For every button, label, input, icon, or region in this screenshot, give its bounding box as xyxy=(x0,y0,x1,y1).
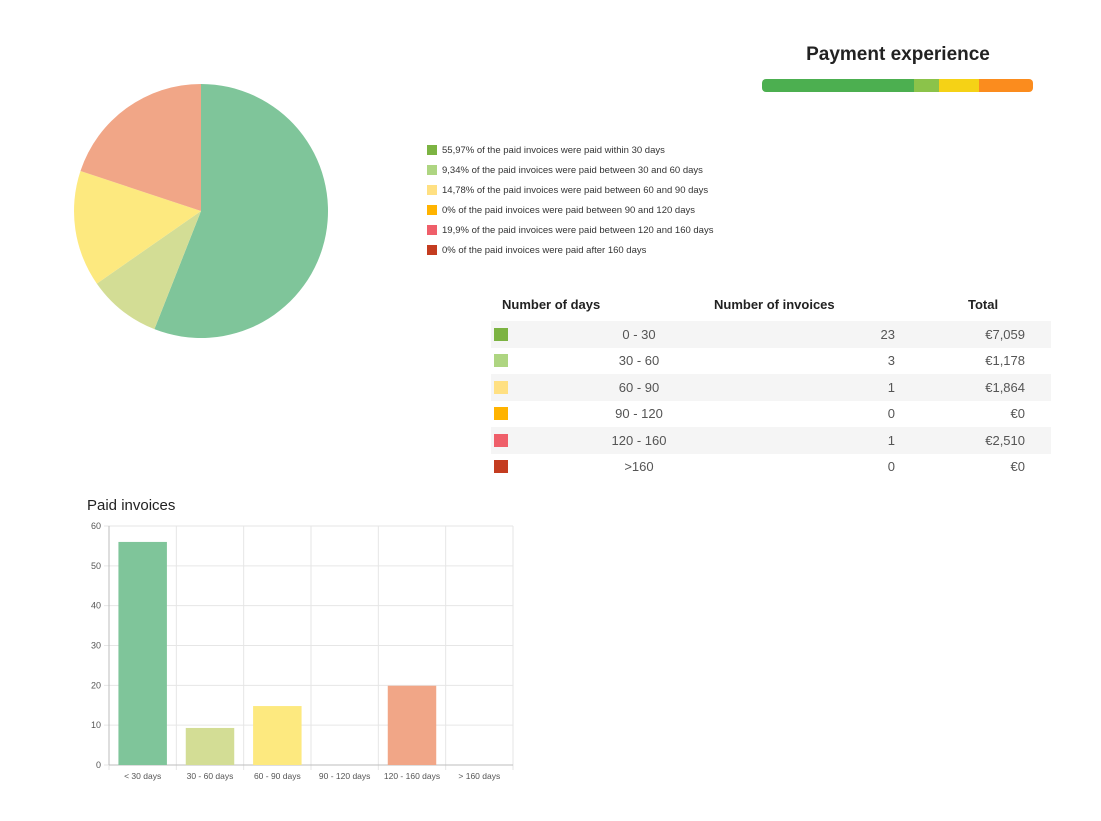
bar-chart-title: Paid invoices xyxy=(87,497,176,514)
payment-experience-title: Payment experience xyxy=(806,44,990,65)
pie-chart xyxy=(73,84,329,338)
swatch xyxy=(494,380,508,394)
bar-2 xyxy=(253,706,302,765)
table-row: 90 - 120 0 €0 xyxy=(491,401,1051,428)
cell-total: €7,059 xyxy=(985,326,1025,342)
payment-experience-segment-2 xyxy=(938,79,980,92)
cell-invoices: 23 xyxy=(880,326,895,342)
legend-text: 19,9% of the paid invoices were paid bet… xyxy=(442,224,714,236)
x-tick-label: > 160 days xyxy=(458,771,500,781)
cell-total: €1,178 xyxy=(985,353,1025,369)
x-tick-label: 90 - 120 days xyxy=(319,771,371,781)
header-total: Total xyxy=(968,297,999,312)
table-row: 120 - 160 1 €2,510 xyxy=(491,427,1051,454)
pie-slice-2 xyxy=(73,171,201,284)
legend-text: 55,97% of the paid invoices were paid wi… xyxy=(442,144,665,156)
legend-swatch xyxy=(427,185,437,195)
header-number-of-days: Number of days xyxy=(502,297,601,312)
row-color-swatch xyxy=(491,460,523,474)
cell-total: €1,864 xyxy=(985,379,1025,395)
y-tick-label: 40 xyxy=(91,601,101,611)
legend-item: 0% of the paid invoices were paid after … xyxy=(427,240,757,260)
table-row: 30 - 60 3 €1,178 xyxy=(491,348,1051,375)
row-color-swatch xyxy=(491,327,523,341)
cell-days: 120 - 160 xyxy=(611,432,667,448)
payment-experience-segment-3 xyxy=(979,79,1033,92)
legend-item: 0% of the paid invoices were paid betwee… xyxy=(427,200,757,220)
cell-days: 30 - 60 xyxy=(618,353,660,369)
cell-invoices: 1 xyxy=(887,379,895,395)
bar-4 xyxy=(387,685,437,765)
cell-total: €0 xyxy=(1010,406,1025,422)
cell-total: €0 xyxy=(1010,459,1025,475)
y-tick-label: 50 xyxy=(91,561,101,571)
row-color-swatch xyxy=(491,354,523,368)
cell-invoices: 3 xyxy=(887,353,895,369)
legend-swatch xyxy=(427,165,437,175)
pie-slice-0 xyxy=(154,84,329,338)
legend-item: 14,78% of the paid invoices were paid be… xyxy=(427,180,757,200)
payment-experience-bar xyxy=(762,79,1033,92)
swatch xyxy=(494,460,508,474)
row-color-swatch xyxy=(491,380,523,394)
y-tick-label: 60 xyxy=(91,521,101,531)
pie-slice-4 xyxy=(80,84,201,211)
y-tick-label: 30 xyxy=(91,641,101,651)
y-tick-label: 20 xyxy=(91,680,101,690)
swatch xyxy=(494,407,508,421)
cell-days: >160 xyxy=(624,459,654,475)
payment-experience-segment-1 xyxy=(913,79,939,92)
swatch xyxy=(494,433,508,447)
table-body: 0 - 30 23 €7,059 30 - 60 3 €1,178 60 - 90 1 €1,8… xyxy=(491,321,1051,480)
pie-slice-1 xyxy=(96,211,201,330)
table-header: Number of days Number of invoices Total xyxy=(491,288,1051,321)
row-color-swatch xyxy=(491,407,523,421)
legend-text: 0% of the paid invoices were paid after … xyxy=(442,244,647,256)
swatch xyxy=(494,327,508,341)
y-tick-label: 0 xyxy=(96,760,101,770)
bar-1 xyxy=(185,727,235,765)
legend-item: 9,34% of the paid invoices were paid bet… xyxy=(427,160,757,180)
legend-swatch xyxy=(427,245,437,255)
row-color-swatch xyxy=(491,433,523,447)
legend-text: 14,78% of the paid invoices were paid be… xyxy=(442,184,709,196)
cell-days: 60 - 90 xyxy=(618,379,660,395)
cell-days: 0 - 30 xyxy=(622,326,656,342)
payment-experience-segment-0 xyxy=(762,79,914,92)
table-row: 60 - 90 1 €1,864 xyxy=(491,374,1051,401)
legend-swatch xyxy=(427,205,437,215)
bar-chart: 0 10 20 30 40 50 60 < 30 days 30 - 60 days 60 - 9… xyxy=(91,521,514,781)
legend-swatch xyxy=(427,225,437,235)
cell-invoices: 0 xyxy=(887,459,895,475)
bar-0 xyxy=(118,541,167,765)
legend-text: 9,34% of the paid invoices were paid bet… xyxy=(442,164,703,176)
legend-swatch xyxy=(427,145,437,155)
cell-total: €2,510 xyxy=(985,432,1025,448)
cell-days: 90 - 120 xyxy=(615,406,663,422)
y-tick-label: 10 xyxy=(91,720,101,730)
table-row: 0 - 30 23 €7,059 xyxy=(491,321,1051,348)
days-table: Number of days Number of invoices Total … xyxy=(491,288,1051,480)
cell-invoices: 0 xyxy=(887,406,895,422)
legend-item: 55,97% of the paid invoices were paid wi… xyxy=(427,140,757,160)
x-tick-label: 30 - 60 days xyxy=(187,771,234,781)
swatch xyxy=(494,354,508,368)
cell-invoices: 1 xyxy=(887,432,895,448)
header-number-of-invoices: Number of invoices xyxy=(714,297,835,312)
pie-legend: 55,97% of the paid invoices were paid wi… xyxy=(427,140,757,260)
legend-text: 0% of the paid invoices were paid betwee… xyxy=(442,204,695,216)
legend-item: 19,9% of the paid invoices were paid bet… xyxy=(427,220,757,240)
table-row: >160 0 €0 xyxy=(491,454,1051,481)
x-tick-label: 120 - 160 days xyxy=(384,771,440,781)
x-tick-label: < 30 days xyxy=(124,771,161,781)
x-tick-label: 60 - 90 days xyxy=(254,771,301,781)
